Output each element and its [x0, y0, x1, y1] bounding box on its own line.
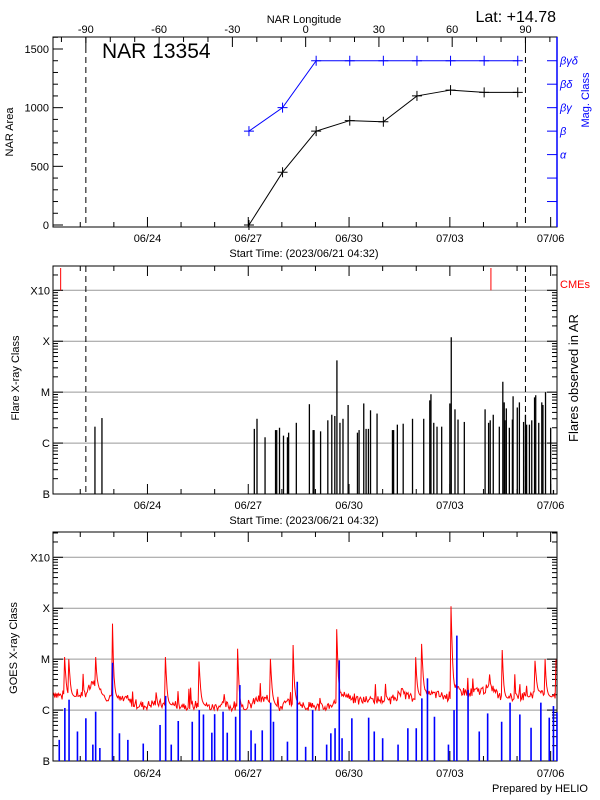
panel1-title: NAR 13354 [102, 40, 211, 63]
panel2-frame [52, 265, 558, 495]
mag-class-tick-label: βγδ [559, 56, 579, 68]
nar-area-point [411, 90, 422, 101]
x-tick-label: 07/06 [537, 500, 565, 512]
x-tick-label: 06/27 [234, 500, 262, 512]
goes-long-channel-line [53, 606, 557, 713]
mag-class-tick-label: βδ [559, 79, 573, 91]
panel3-ylabel: GOES X-ray Class [8, 602, 20, 694]
nar-area-point [344, 115, 355, 126]
nar-area-point [378, 116, 389, 127]
y-tick-label: C [42, 705, 50, 717]
nar-area-point [311, 126, 322, 137]
longitude-tick-label: -90 [78, 24, 94, 36]
y-tick-label: 1500 [25, 44, 49, 56]
longitude-tick-label: -60 [151, 24, 167, 36]
y-tick-label: 1000 [25, 103, 49, 115]
y-tick-label: X10 [30, 552, 50, 564]
y-tick-label: 500 [31, 161, 49, 173]
x-tick-label: 07/03 [436, 768, 464, 780]
longitude-tick-label: 90 [519, 24, 531, 36]
chart-layer: 06/24 06/27 06/30 07/03 07/06050010001500αββ… [25, 24, 579, 780]
credit-label: Prepared by HELIO [492, 783, 588, 795]
x-tick-label: 07/03 [436, 500, 464, 512]
panel1-y2label: Mag. Class [580, 72, 592, 128]
x-tick-label: 07/06 [537, 768, 565, 780]
mag-class-tick-label: α [560, 150, 567, 162]
mag-class-point [277, 102, 288, 113]
nar-area-point [479, 87, 490, 98]
mag-class-tick-label: β [559, 126, 567, 138]
y-tick-label: M [41, 654, 50, 666]
x-tick-label: 06/24 [134, 500, 162, 512]
x-tick-label: 07/06 [537, 233, 565, 245]
nar-area-point [277, 167, 288, 178]
mag-class-point [411, 55, 422, 66]
mag-class-point [512, 55, 523, 66]
y-tick-label: C [42, 438, 50, 450]
panel1-ylabel: NAR Area [4, 107, 16, 157]
y-tick-label: X [43, 603, 51, 615]
longitude-tick-label: 0 [303, 24, 309, 36]
x-tick-label: 06/27 [234, 768, 262, 780]
x-tick-label: 06/24 [134, 233, 162, 245]
x-tick-label: 06/30 [335, 233, 363, 245]
y-tick-label: B [43, 756, 50, 768]
mag-class-point [243, 126, 254, 137]
x-tick-label: 06/30 [335, 500, 363, 512]
mag-class-point [311, 55, 322, 66]
nar-area-point [512, 87, 523, 98]
y-tick-label: X10 [30, 285, 50, 297]
latitude-label: Lat: +14.78 [475, 9, 556, 26]
mag-class-point [479, 55, 490, 66]
panel1-xlabel: Start Time: (2023/06/21 04:32) [229, 248, 378, 260]
panel2-y2label: Flares observed in AR [566, 314, 581, 442]
y-tick-label: X [43, 336, 51, 348]
longitude-tick-label: 60 [446, 24, 458, 36]
longitude-tick-label: 30 [373, 24, 385, 36]
mag-class-tick-label: βγ [559, 103, 573, 115]
nar-area-point [445, 85, 456, 96]
x-tick-label: 07/03 [436, 233, 464, 245]
panel2-xlabel: Start Time: (2023/06/21 04:32) [229, 515, 378, 527]
y-tick-label: M [41, 387, 50, 399]
nar-area-point [243, 220, 254, 230]
mag-class-point [344, 55, 355, 66]
y-tick-label: B [43, 489, 50, 501]
mag-class-point [445, 55, 456, 66]
x-tick-label: 06/24 [134, 768, 162, 780]
panel2-ylabel: Flare X-ray Class [10, 335, 22, 420]
cme-label: CMEs [560, 279, 590, 291]
y-tick-label: 0 [43, 220, 49, 232]
mag-class-point [378, 55, 389, 66]
panel1-x2-label: NAR Longitude [267, 14, 342, 26]
longitude-tick-label: -30 [224, 24, 240, 36]
x-tick-label: 06/30 [335, 768, 363, 780]
x-tick-label: 06/27 [234, 233, 262, 245]
